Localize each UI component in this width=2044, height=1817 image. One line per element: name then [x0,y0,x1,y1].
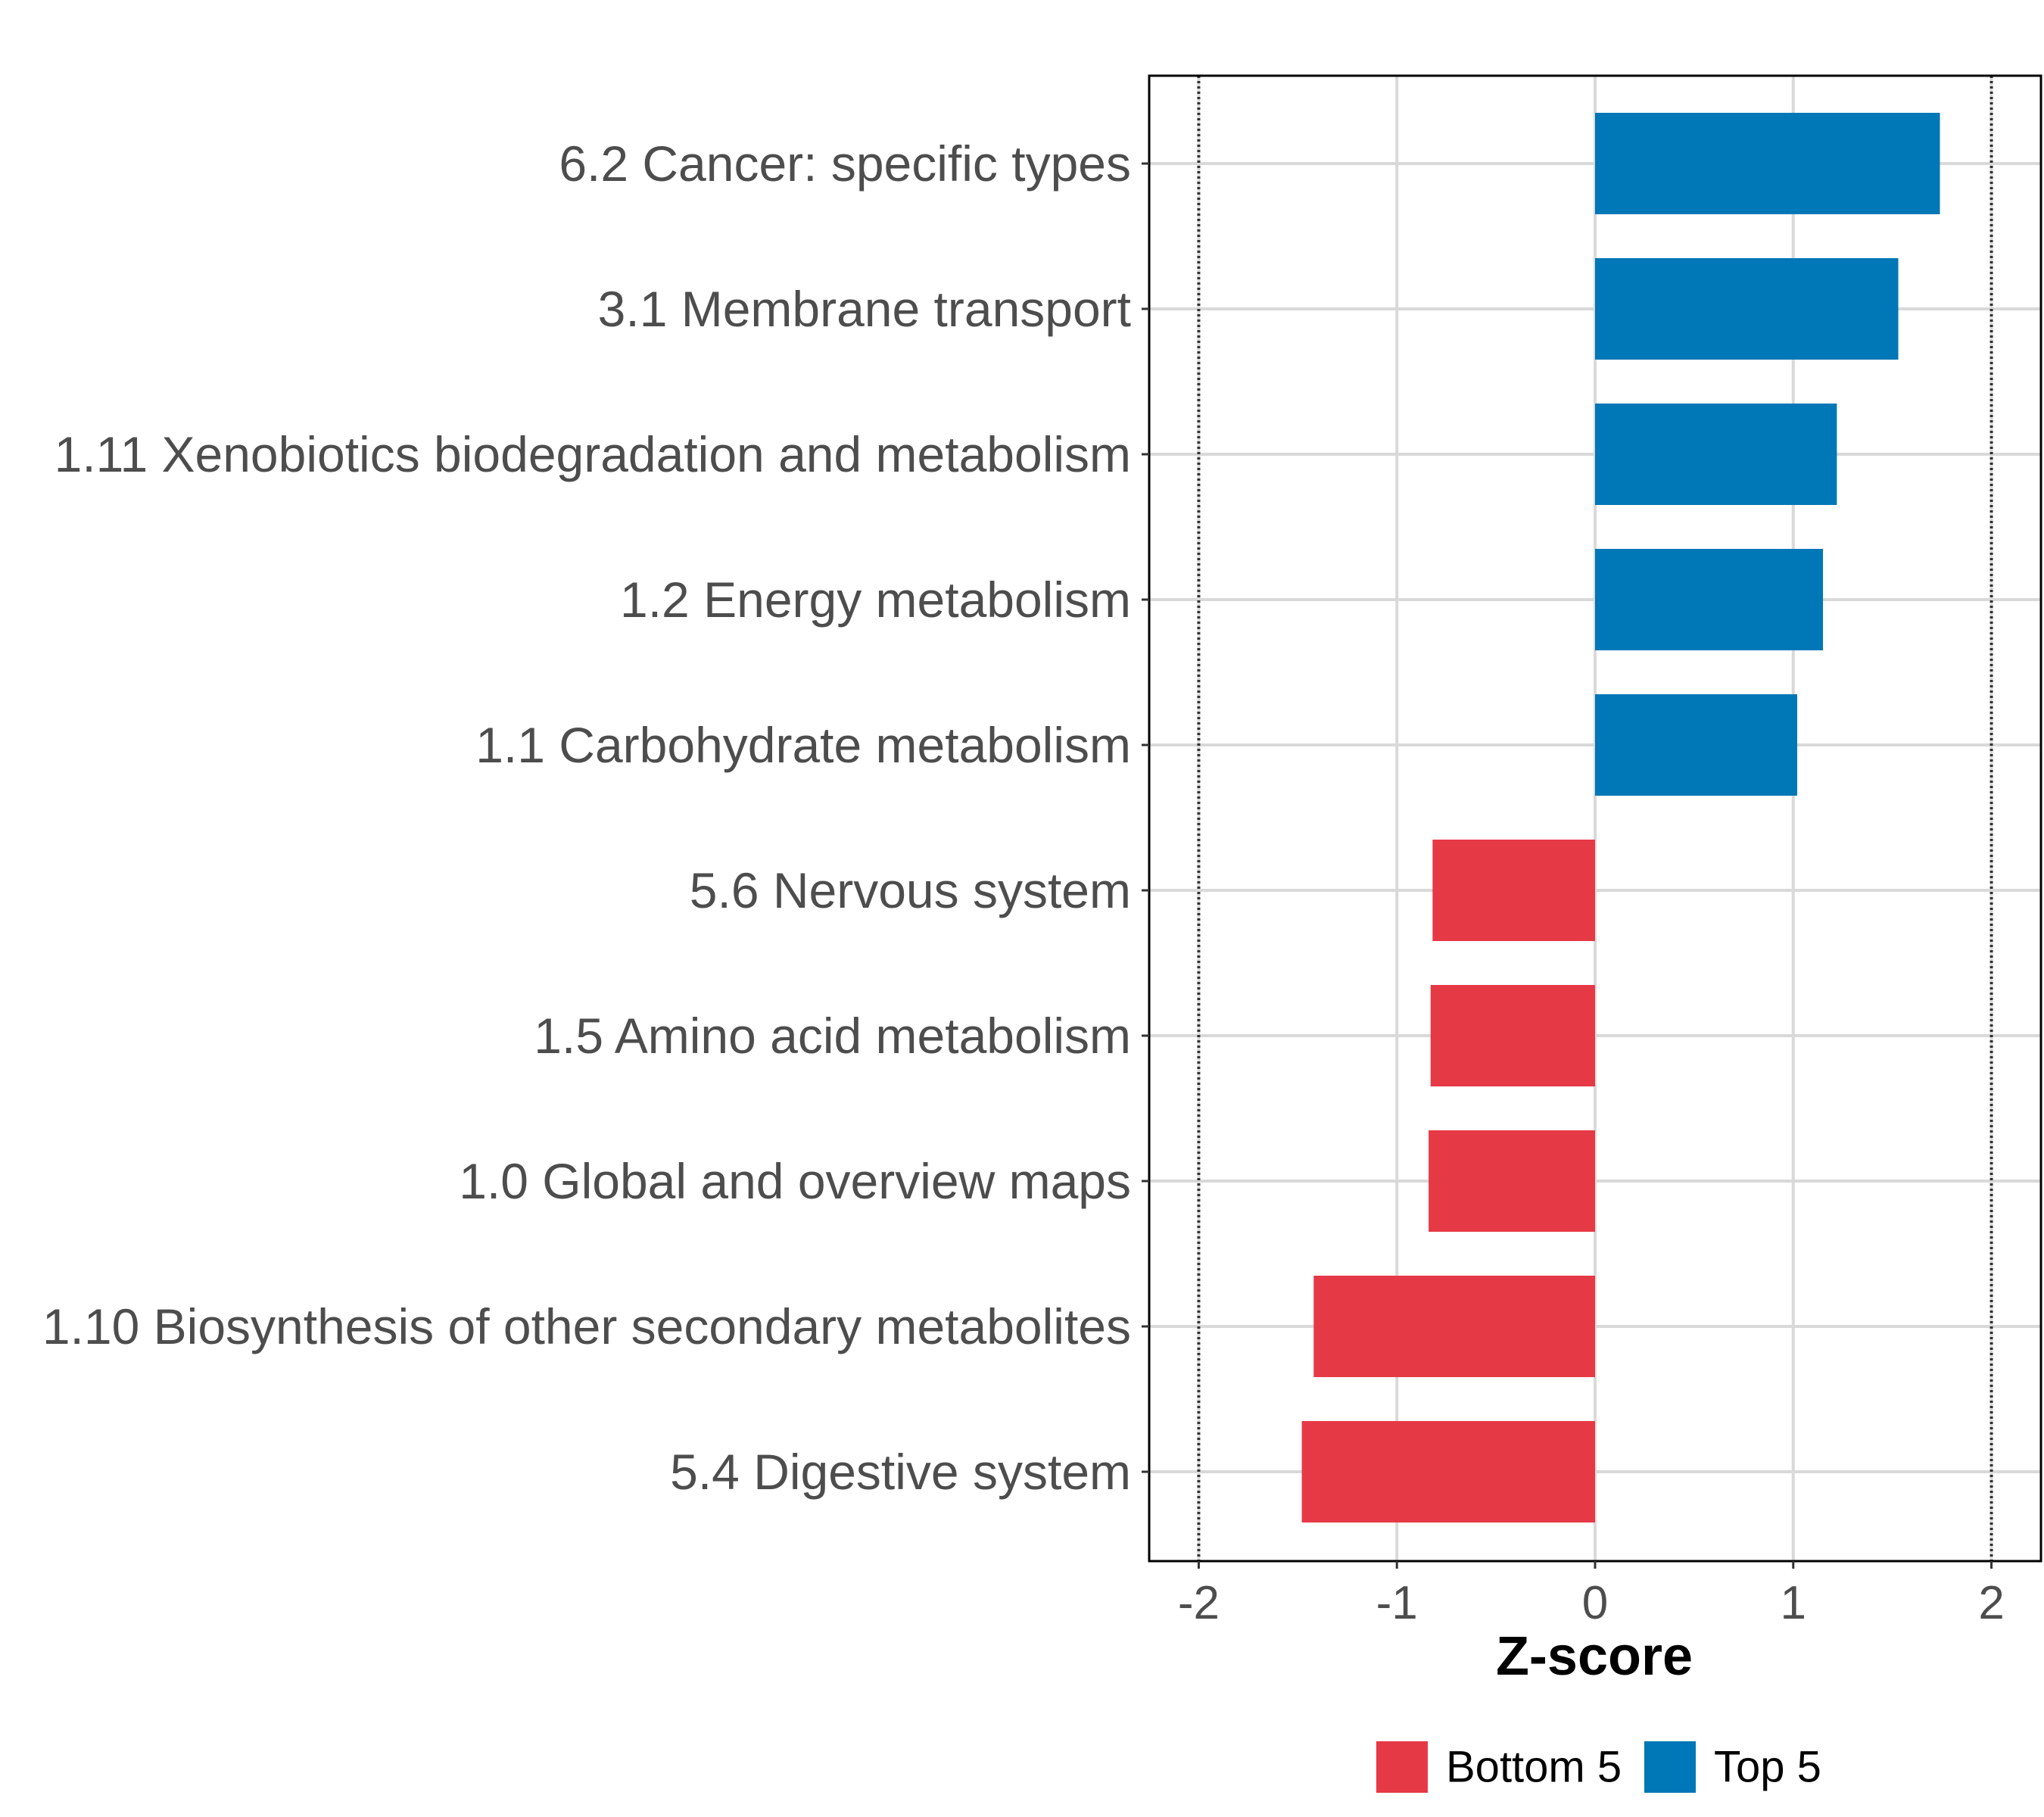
bar [1595,694,1798,796]
x-axis-title: Z-score [1496,1626,1693,1687]
category-label: 5.4 Digestive system [670,1444,1131,1500]
category-label: 1.5 Amino acid metabolism [534,1008,1131,1064]
category-label: 1.10 Biosynthesis of other secondary met… [42,1298,1131,1354]
x-tick-label: 1 [1781,1577,1806,1629]
x-tick-label: 2 [1978,1577,2004,1629]
category-label: 1.11 Xenobiotics biodegradation and meta… [55,426,1131,482]
x-axis-ticks: -2 -1 0 1 2 [1178,1561,2005,1629]
bar [1595,549,1824,650]
x-tick-label: 0 [1582,1577,1608,1629]
bar [1595,258,1899,360]
category-label: 3.1 Membrane transport [598,281,1131,337]
bar [1432,840,1595,941]
legend-swatch [1376,1741,1428,1793]
bar [1301,1421,1595,1522]
bar [1313,1276,1595,1377]
x-tick-label: -1 [1376,1577,1418,1629]
x-tick-label: -2 [1178,1577,1220,1629]
category-label: 1.2 Energy metabolism [620,572,1131,628]
category-label: 5.6 Nervous system [690,862,1131,918]
legend-label: Top 5 [1714,1743,1821,1792]
reference-lines [1197,76,1993,1561]
legend-swatch [1644,1741,1696,1793]
category-label: 1.1 Carbohydrate metabolism [475,717,1131,773]
bar [1595,113,1940,214]
legend-label: Bottom 5 [1446,1743,1622,1792]
legend: Bottom 5 Top 5 [1376,1741,1821,1793]
bar [1429,1130,1595,1232]
y-axis-ticks: 6.2 Cancer: specific types 3.1 Membrane t… [42,136,1149,1500]
category-label: 6.2 Cancer: specific types [559,136,1131,192]
category-label: 1.0 Global and overview maps [459,1153,1131,1209]
bars [1301,113,1940,1522]
bar [1595,404,1837,505]
bar [1430,985,1595,1086]
